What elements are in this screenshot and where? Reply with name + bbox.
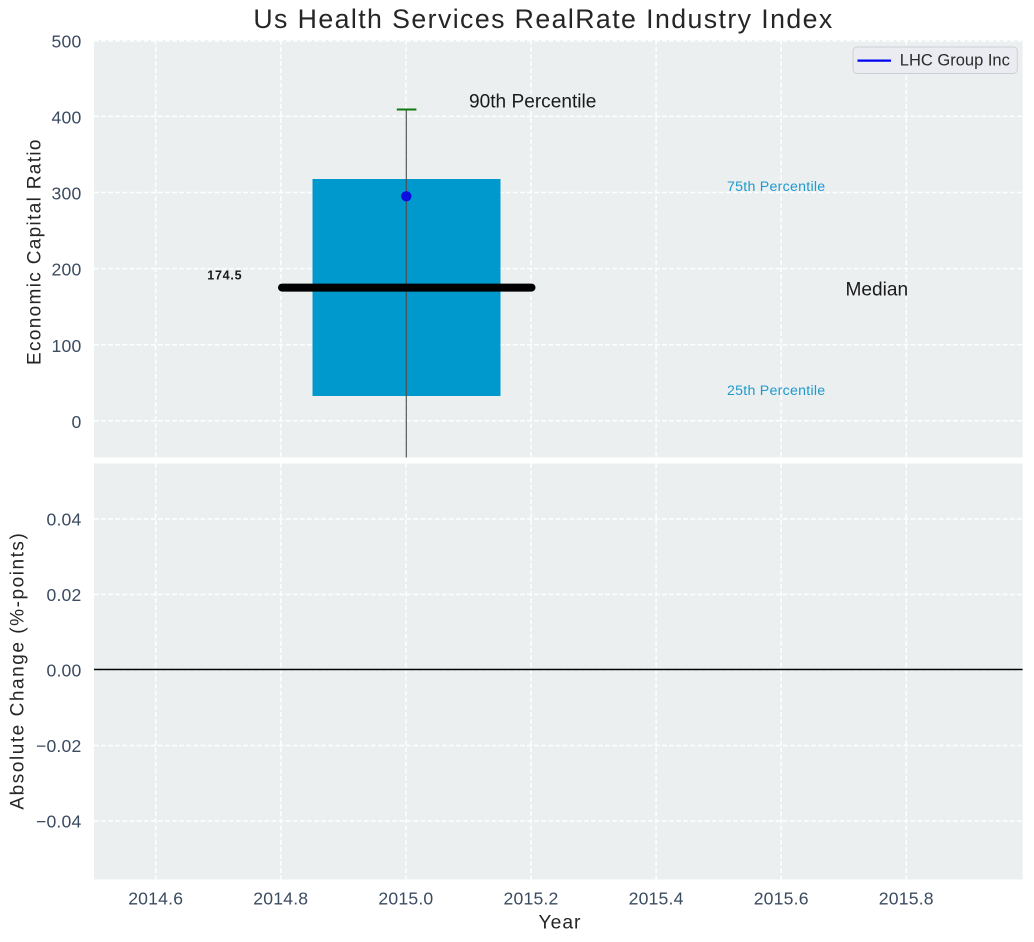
svg-text:300: 300 [52,184,82,204]
svg-text:0: 0 [72,412,82,432]
svg-text:25th Percentile: 25th Percentile [727,383,825,399]
svg-text:−0.04: −0.04 [36,811,82,831]
svg-text:2014.6: 2014.6 [128,889,183,909]
svg-text:0.00: 0.00 [46,660,81,680]
svg-text:0.02: 0.02 [46,585,81,605]
svg-text:100: 100 [52,336,82,356]
svg-text:Us Health Services RealRate In: Us Health Services RealRate Industry Ind… [253,4,833,34]
svg-text:400: 400 [52,108,82,128]
svg-text:2015.2: 2015.2 [503,889,558,909]
svg-text:Economic Capital Ratio: Economic Capital Ratio [24,138,45,365]
svg-text:500: 500 [52,31,82,51]
svg-text:Median: Median [846,280,909,301]
svg-text:2015.0: 2015.0 [378,889,433,909]
svg-text:174.5: 174.5 [207,269,242,283]
svg-text:LHC Group Inc: LHC Group Inc [900,52,1010,70]
svg-text:0.04: 0.04 [46,509,81,529]
svg-text:2015.6: 2015.6 [754,889,809,909]
svg-text:Absolute Change (%-points): Absolute Change (%-points) [7,532,28,810]
svg-text:Year: Year [539,913,582,934]
svg-text:−0.02: −0.02 [36,736,82,756]
svg-text:90th Percentile: 90th Percentile [469,91,596,112]
svg-text:75th Percentile: 75th Percentile [727,179,825,195]
svg-text:2015.8: 2015.8 [879,889,934,909]
svg-text:200: 200 [52,260,82,280]
svg-text:2015.4: 2015.4 [629,889,684,909]
svg-text:2014.8: 2014.8 [253,889,308,909]
